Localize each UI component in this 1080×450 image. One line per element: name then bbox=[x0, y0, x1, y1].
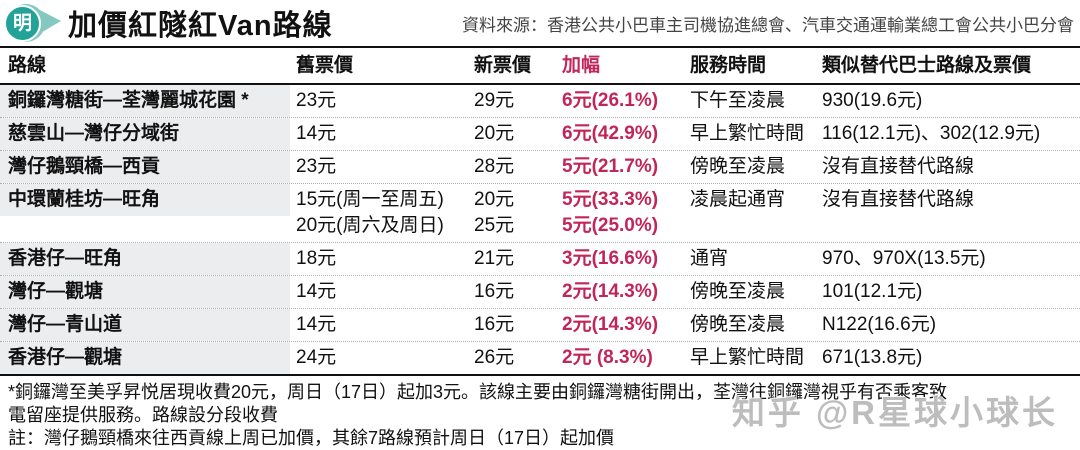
new-fare: 20元 25元 bbox=[474, 189, 515, 236]
table-row: 灣仔鵝頸橋—西貢 23元 28元 5元(21.7%) 傍晚至凌晨 沒有直接替代路… bbox=[0, 150, 1080, 183]
fare-increase: 2元(14.3%) bbox=[562, 314, 659, 335]
service-hours: 傍晚至凌晨 bbox=[690, 281, 786, 302]
route-name: 銅鑼灣糖街—荃灣麗城花園 * bbox=[0, 85, 290, 117]
table-row: 香港仔—旺角 18元 21元 3元(16.6%) 通宵 970、970X(13.… bbox=[0, 242, 1080, 275]
fare-increase: 2元 (8.3%) bbox=[562, 347, 653, 368]
alternative-bus: 沒有直接替代路線 bbox=[822, 189, 975, 210]
fare-increase: 5元(33.3%) 5元(25.0%) bbox=[562, 189, 659, 236]
footnote-note: 註：灣仔鵝頸橋來往西貢線上周已加價，其餘7路線預計周日（17日）起加價 bbox=[8, 428, 615, 448]
route-name: 香港仔—旺角 bbox=[0, 243, 290, 275]
data-source-text: 資料來源：香港公共小巴車主司機協進總會、汽車交通運輸業總工會公共小巴分會 bbox=[462, 15, 1074, 35]
column-header-new-fare: 新票價 bbox=[474, 55, 532, 76]
route-name: 香港仔—觀塘 bbox=[0, 342, 290, 374]
old-fare: 18元 bbox=[296, 248, 337, 269]
column-header-route: 路線 bbox=[8, 55, 47, 76]
page-title: 加價紅隧紅Van路線 bbox=[68, 10, 333, 42]
alternative-bus: 970、970X(13.5元) bbox=[822, 248, 986, 269]
new-fare: 29元 bbox=[474, 90, 515, 111]
route-name: 灣仔—青山道 bbox=[0, 309, 290, 341]
old-fare: 15元(周一至周五) 20元(周六及周日) bbox=[296, 189, 444, 236]
service-hours: 傍晚至凌晨 bbox=[690, 156, 786, 177]
table-row: 灣仔—青山道 14元 16元 2元(14.3%) 傍晚至凌晨 N122(16.6… bbox=[0, 308, 1080, 341]
alternative-bus: 沒有直接替代路線 bbox=[822, 156, 975, 177]
column-header-alternative: 類似替代巴士路線及票價 bbox=[822, 55, 1032, 76]
fare-table: 路線 舊票價 新票價 加幅 服務時間 類似替代巴士路線及票價 銅鑼灣糖街—荃灣麗… bbox=[0, 48, 1080, 376]
column-header-increase: 加幅 bbox=[562, 55, 601, 76]
route-name: 慈雲山—灣仔分域街 bbox=[0, 118, 290, 150]
fare-increase: 5元(21.7%) bbox=[562, 156, 659, 177]
service-hours: 傍晚至凌晨 bbox=[690, 314, 786, 335]
mingpao-logo-icon: 明 bbox=[2, 1, 64, 45]
service-hours: 早上繁忙時間 bbox=[690, 123, 805, 144]
alternative-bus: 116(12.1元)、302(12.9元) bbox=[822, 123, 1041, 144]
alternative-bus: 101(12.1元) bbox=[822, 281, 923, 302]
footnotes: *銅鑼灣至美孚昇悦居現收費20元，周日（17日）起加3元。該線主要由銅鑼灣糖街開… bbox=[0, 376, 1080, 450]
column-header-hours: 服務時間 bbox=[690, 55, 767, 76]
footnote-asterisk: *銅鑼灣至美孚昇悦居現收費20元，周日（17日）起加3元。該線主要由銅鑼灣糖街開… bbox=[8, 382, 948, 425]
new-fare: 20元 bbox=[474, 123, 515, 144]
new-fare: 28元 bbox=[474, 156, 515, 177]
old-fare: 23元 bbox=[296, 90, 337, 111]
alternative-bus: 671(13.8元) bbox=[822, 347, 923, 368]
route-name: 灣仔鵝頸橋—西貢 bbox=[0, 151, 290, 183]
service-hours: 下午至凌晨 bbox=[690, 90, 786, 111]
route-name: 灣仔—觀塘 bbox=[0, 276, 290, 308]
old-fare: 24元 bbox=[296, 347, 337, 368]
table-row: 中環蘭桂坊—旺角 15元(周一至周五) 20元(周六及周日) 20元 25元 5… bbox=[0, 183, 1080, 242]
old-fare: 14元 bbox=[296, 314, 337, 335]
service-hours: 凌晨起通宵 bbox=[690, 189, 786, 210]
fare-increase: 2元(14.3%) bbox=[562, 281, 659, 302]
fare-increase: 6元(42.9%) bbox=[562, 123, 659, 144]
new-fare: 26元 bbox=[474, 347, 515, 368]
mingpao-logo-text: 明 bbox=[12, 13, 32, 34]
column-header-old-fare: 舊票價 bbox=[296, 55, 354, 76]
table-row: 香港仔—觀塘 24元 26元 2元 (8.3%) 早上繁忙時間 671(13.8… bbox=[0, 341, 1080, 374]
new-fare: 16元 bbox=[474, 281, 515, 302]
table-row: 灣仔—觀塘 14元 16元 2元(14.3%) 傍晚至凌晨 101(12.1元) bbox=[0, 275, 1080, 308]
old-fare: 14元 bbox=[296, 123, 337, 144]
old-fare: 14元 bbox=[296, 281, 337, 302]
table-row: 慈雲山—灣仔分域街 14元 20元 6元(42.9%) 早上繁忙時間 116(1… bbox=[0, 117, 1080, 150]
fare-increase: 6元(26.1%) bbox=[562, 90, 659, 111]
table-header-row: 路線 舊票價 新票價 加幅 服務時間 類似替代巴士路線及票價 bbox=[0, 48, 1080, 85]
service-hours: 早上繁忙時間 bbox=[690, 347, 805, 368]
route-name: 中環蘭桂坊—旺角 bbox=[0, 184, 290, 216]
fare-increase: 3元(16.6%) bbox=[562, 248, 659, 269]
new-fare: 21元 bbox=[474, 248, 515, 269]
masthead: 明 加價紅隧紅Van路線 資料來源：香港公共小巴車主司機協進總會、汽車交通運輸業… bbox=[0, 0, 1080, 48]
new-fare: 16元 bbox=[474, 314, 515, 335]
old-fare: 23元 bbox=[296, 156, 337, 177]
table-row: 銅鑼灣糖街—荃灣麗城花園 * 23元 29元 6元(26.1%) 下午至凌晨 9… bbox=[0, 85, 1080, 117]
service-hours: 通宵 bbox=[690, 248, 729, 269]
alternative-bus: N122(16.6元) bbox=[822, 314, 937, 335]
alternative-bus: 930(19.6元) bbox=[822, 90, 923, 111]
